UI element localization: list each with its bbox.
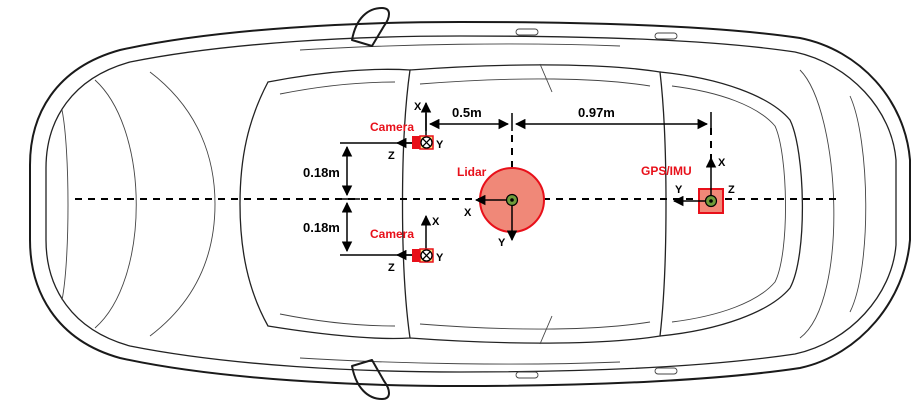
dim-label-0-18m-top: 0.18m <box>303 165 340 180</box>
dim-label-0-97m: 0.97m <box>578 105 615 120</box>
dim-label-0-5m: 0.5m <box>452 105 482 120</box>
camera-top-body-icon <box>412 136 423 149</box>
camera-bottom-body-icon <box>412 249 423 262</box>
camera-top-y-axis-label: Y <box>436 139 444 151</box>
camera-bottom-y-axis-label: Y <box>436 252 444 264</box>
gps-imu-x-axis-label: X <box>718 157 726 169</box>
camera-top: Camera X Y Z <box>370 101 444 162</box>
lidar-label: Lidar <box>457 165 487 179</box>
lidar: Lidar X Y <box>457 165 545 249</box>
lidar-x-axis-label: X <box>464 207 472 219</box>
gps-imu-y-axis-label: Y <box>675 184 683 196</box>
gps-imu: GPS/IMU X Y Z <box>641 156 735 214</box>
dim-camera-lidar: 0.5m <box>425 105 513 131</box>
camera-bottom-z-axis-label: Z <box>388 262 395 274</box>
car-outline <box>29 7 911 400</box>
dim-label-0-18m-bottom: 0.18m <box>303 220 340 235</box>
camera-top-label: Camera <box>370 120 414 134</box>
camera-bottom-label: Camera <box>370 227 414 241</box>
camera-bottom: Camera X Y Z <box>370 214 444 274</box>
gps-imu-z-axis-label: Z <box>728 184 735 196</box>
camera-top-z-axis-label: Z <box>388 150 395 162</box>
dim-camera-top-offset: 0.18m <box>303 142 420 200</box>
lidar-y-axis-label: Y <box>498 237 506 249</box>
dim-camera-bottom-offset: 0.18m <box>303 201 420 256</box>
gps-imu-label: GPS/IMU <box>641 164 692 178</box>
camera-top-x-axis-label: X <box>414 101 422 113</box>
dim-lidar-gps: 0.97m <box>514 105 712 130</box>
camera-bottom-x-axis-label: X <box>432 216 440 228</box>
